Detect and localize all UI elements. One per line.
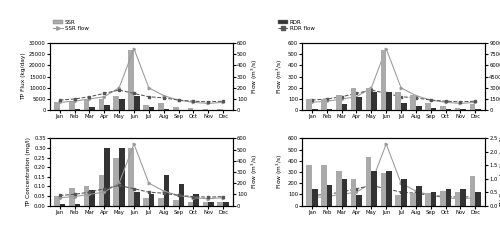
Bar	[134, 96, 140, 110]
Bar	[306, 165, 312, 206]
Bar	[326, 185, 332, 206]
Bar	[446, 109, 452, 110]
Bar	[425, 193, 431, 206]
Bar	[90, 108, 95, 110]
Bar	[401, 179, 406, 206]
Y-axis label: Flow (m$^3$/s): Flow (m$^3$/s)	[250, 154, 260, 190]
Bar	[321, 165, 326, 206]
Bar	[460, 109, 466, 110]
Bar	[380, 173, 386, 206]
Bar	[90, 190, 95, 206]
Bar	[470, 104, 476, 110]
Bar	[74, 109, 80, 110]
Bar	[386, 92, 392, 110]
Bar	[188, 202, 194, 206]
Bar	[460, 189, 466, 206]
Bar	[194, 194, 199, 206]
Bar	[356, 195, 362, 206]
Y-axis label: TP Flux (kg/day): TP Flux (kg/day)	[21, 53, 26, 100]
Legend: SSR, SSR flow: SSR, SSR flow	[53, 20, 89, 31]
Bar	[455, 108, 460, 110]
Bar	[351, 179, 356, 206]
Bar	[386, 171, 392, 206]
Bar	[158, 198, 164, 206]
Bar	[431, 108, 436, 110]
Bar	[416, 106, 422, 110]
Bar	[336, 95, 342, 110]
Bar	[431, 192, 436, 206]
Bar	[223, 202, 229, 206]
Bar	[119, 148, 124, 206]
Bar	[202, 202, 208, 206]
Bar	[143, 198, 149, 206]
Bar	[410, 193, 416, 206]
Bar	[476, 192, 481, 206]
Y-axis label: Flow (m$^3$/s): Flow (m$^3$/s)	[275, 59, 285, 94]
Bar	[114, 96, 119, 110]
Bar	[158, 103, 164, 110]
Legend: RDR, RDR flow: RDR, RDR flow	[278, 20, 314, 31]
Bar	[104, 148, 110, 206]
Bar	[149, 108, 154, 110]
Bar	[54, 196, 60, 206]
Bar	[410, 95, 416, 110]
Bar	[173, 107, 178, 110]
Y-axis label: Flow (m$^3$/s): Flow (m$^3$/s)	[250, 59, 260, 94]
Bar	[98, 175, 104, 206]
Bar	[326, 109, 332, 110]
Bar	[351, 88, 356, 110]
Bar	[321, 99, 326, 110]
Bar	[440, 106, 446, 110]
Bar	[104, 105, 110, 110]
Bar	[128, 148, 134, 206]
Y-axis label: Flow (m$^3$/s): Flow (m$^3$/s)	[275, 154, 285, 190]
Bar	[366, 157, 372, 206]
Bar	[440, 191, 446, 206]
Bar	[134, 192, 140, 206]
Bar	[396, 195, 401, 206]
Bar	[149, 194, 154, 206]
Bar	[218, 109, 223, 110]
Bar	[173, 200, 178, 206]
Bar	[401, 103, 406, 110]
Bar	[178, 185, 184, 206]
Bar	[60, 204, 66, 206]
Bar	[356, 97, 362, 110]
Bar	[366, 88, 372, 110]
Bar	[396, 92, 401, 110]
Bar	[342, 179, 347, 206]
Bar	[306, 99, 312, 110]
Bar	[380, 50, 386, 110]
Bar	[372, 92, 377, 110]
Y-axis label: TP Concentration (mg/l): TP Concentration (mg/l)	[26, 137, 32, 207]
Bar	[54, 102, 60, 110]
Bar	[84, 100, 89, 110]
Bar	[446, 190, 452, 206]
Bar	[119, 99, 124, 110]
Bar	[342, 104, 347, 110]
Bar	[143, 105, 149, 110]
Bar	[69, 101, 74, 110]
Bar	[188, 108, 194, 110]
Bar	[69, 188, 74, 206]
Bar	[164, 175, 170, 206]
Bar	[84, 186, 89, 206]
Bar	[114, 158, 119, 206]
Bar	[336, 171, 342, 206]
Bar	[202, 109, 208, 110]
Bar	[455, 192, 460, 206]
Bar	[218, 202, 223, 206]
Bar	[372, 171, 377, 206]
Bar	[312, 109, 318, 110]
Bar	[164, 109, 170, 110]
Bar	[74, 204, 80, 206]
Bar	[128, 50, 134, 110]
Bar	[476, 109, 481, 110]
Bar	[98, 99, 104, 110]
Bar	[416, 186, 422, 206]
Bar	[208, 202, 214, 206]
Bar	[425, 103, 431, 110]
Bar	[470, 176, 476, 206]
Bar	[312, 190, 318, 206]
